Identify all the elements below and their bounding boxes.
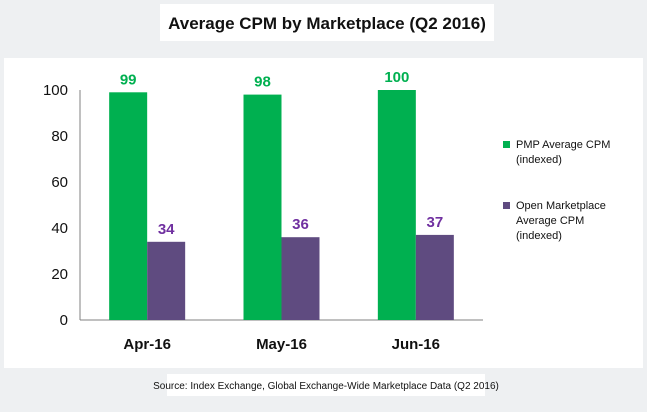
title-panel [160,4,494,41]
y-tick-label: 80 [51,128,68,145]
legend-label: Average CPM [516,215,584,227]
category-label: May-16 [256,336,307,353]
legend-swatch [503,141,510,148]
y-tick-label: 60 [51,174,68,191]
bar-pmp-jun-16 [377,90,416,320]
y-tick-label: 100 [43,82,68,99]
data-label: 34 [158,221,175,238]
chart-title: Average CPM by Marketplace (Q2 2016) [168,14,486,33]
data-label: 98 [254,74,271,91]
bar-open-marketplace-jun-16 [415,234,454,320]
bar-pmp-apr-16 [109,92,148,320]
source-note: Source: Index Exchange, Global Exchange-… [153,381,499,392]
legend-label: Open Marketplace [516,200,606,212]
bars [109,90,454,320]
category-label: Apr-16 [123,336,171,353]
y-tick-label: 20 [51,266,68,283]
legend-label: PMP Average CPM [516,139,610,151]
bar-pmp-may-16 [243,94,282,320]
y-tick-label: 40 [51,220,68,237]
category-label: Jun-16 [392,336,440,353]
legend: PMP Average CPM (indexed) Open Marketplace… [503,139,610,242]
data-label: 37 [426,214,443,231]
y-tick-labels: 0 20 40 60 80 100 [43,82,68,329]
bar-open-marketplace-may-16 [281,237,320,320]
data-label: 100 [384,69,409,86]
value-labels: 99 34 98 36 100 37 [120,69,443,238]
data-label: 99 [120,71,137,88]
source-panel [167,374,485,396]
bar-open-marketplace-apr-16 [147,241,186,320]
legend-label: (indexed) [516,230,562,242]
data-label: 36 [292,216,309,233]
legend-swatch [503,202,510,209]
category-labels: Apr-16 May-16 Jun-16 [123,336,440,353]
legend-label: (indexed) [516,154,562,166]
y-tick-label: 0 [60,312,68,329]
